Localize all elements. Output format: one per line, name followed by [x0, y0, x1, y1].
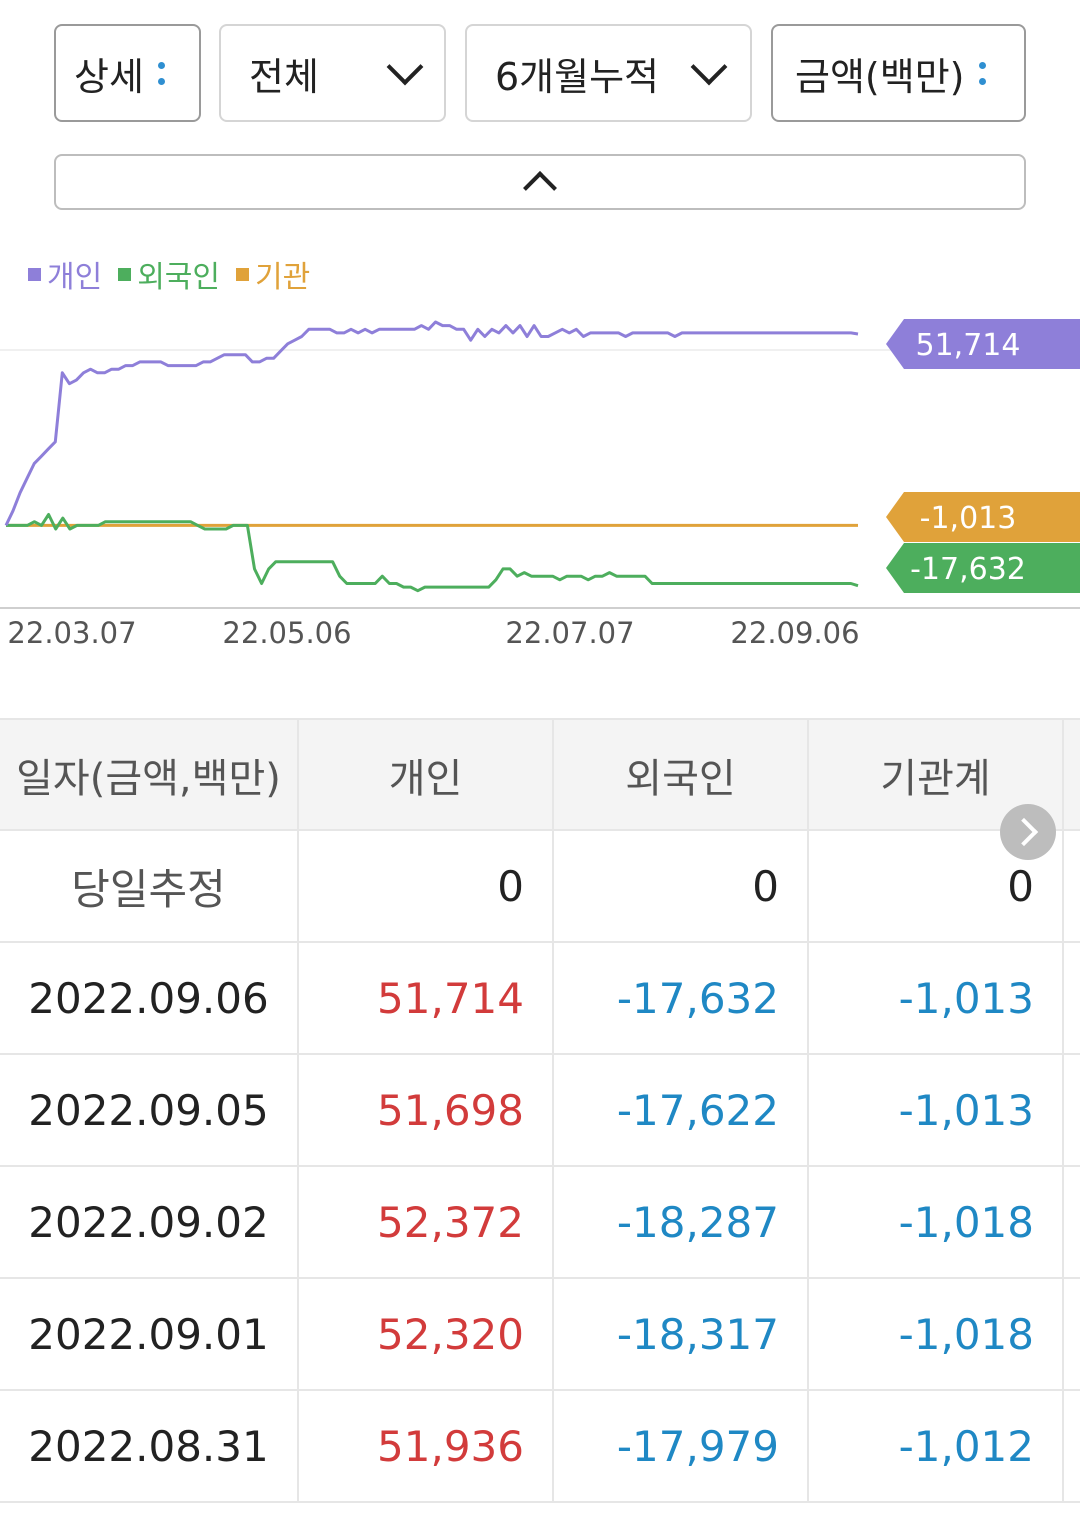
- scope-label: 전체: [249, 54, 319, 99]
- collapse-chart-button[interactable]: [54, 154, 1026, 210]
- scope-dropdown[interactable]: 전체: [219, 24, 446, 122]
- cell-individual: 51,936: [299, 1391, 554, 1501]
- legend-item-individual: 개인: [28, 252, 102, 296]
- cell-institution: -1,018: [809, 1167, 1064, 1277]
- cell-date: 당일추정: [0, 831, 299, 941]
- table-row: 2022.09.02 52,372 -18,287 -1,018: [0, 1167, 1080, 1279]
- cell-foreign: -18,317: [554, 1279, 809, 1389]
- period-label: 6개월누적: [495, 54, 660, 99]
- cell-foreign: 0: [554, 831, 809, 941]
- chevron-down-icon: [386, 48, 424, 86]
- table-row: 2022.09.06 51,714 -17,632 -1,013: [0, 943, 1080, 1055]
- legend-item-institution: 기관: [236, 252, 310, 296]
- legend-label: 개인: [47, 260, 103, 295]
- cell-spacer: [1064, 943, 1080, 1053]
- legend-label: 기관: [255, 260, 311, 295]
- cell-spacer: [1064, 1391, 1080, 1501]
- cell-individual: 52,372: [299, 1167, 554, 1277]
- cell-individual: 51,714: [299, 943, 554, 1053]
- cell-foreign: -17,979: [554, 1391, 809, 1501]
- legend-swatch: [28, 267, 41, 281]
- value-tag-0: 51,714: [886, 319, 1080, 369]
- investor-table: 일자(금액,백만) 개인 외국인 기관계 당일추정 0 0 0 2022.09.…: [0, 718, 1080, 1503]
- series-line-0: [4, 320, 859, 527]
- legend-swatch: [236, 267, 250, 281]
- value-tag-2: -1,013: [886, 492, 1080, 542]
- cell-institution: -1,013: [809, 1055, 1064, 1165]
- cell-individual: 51,698: [299, 1055, 554, 1165]
- legend-label: 외국인: [137, 260, 221, 295]
- cell-institution: -1,013: [809, 943, 1064, 1053]
- cell-foreign: -17,622: [554, 1055, 809, 1165]
- unit-menu-button[interactable]: 금액(백만): [771, 24, 1026, 122]
- cell-date: 2022.09.01: [0, 1279, 299, 1389]
- kebab-icon: [157, 61, 165, 85]
- header-spacer: [1064, 720, 1080, 829]
- header-institution: 기관계: [809, 720, 1064, 829]
- cell-individual: 0: [299, 831, 554, 941]
- table-row-today: 당일추정 0 0 0: [0, 831, 1080, 943]
- header-foreign: 외국인: [554, 720, 809, 829]
- kebab-icon: [978, 61, 986, 85]
- cell-foreign: -17,632: [554, 943, 809, 1053]
- period-dropdown[interactable]: 6개월누적: [465, 24, 752, 122]
- line-chart: 51,714-1,013-17,632 22.03.07 22.05.06 22.0…: [0, 319, 1080, 650]
- x-tick-label: 22.05.06: [222, 616, 351, 650]
- scroll-right-button[interactable]: [1000, 804, 1056, 860]
- filter-bar: 상세 전체 6개월누적 금액(백만): [54, 24, 1026, 126]
- series-line-1: [6, 513, 859, 593]
- value-tag-bg: [886, 492, 1080, 542]
- legend-item-foreign: 외국인: [118, 252, 220, 296]
- cell-foreign: -18,287: [554, 1167, 809, 1277]
- cell-spacer: [1064, 1055, 1080, 1165]
- cell-institution: 0: [809, 831, 1064, 941]
- table-row: 2022.08.31 51,936 -17,979 -1,012: [0, 1391, 1080, 1503]
- detail-label: 상세: [74, 54, 144, 99]
- value-tag-label: -1,013: [920, 501, 1017, 536]
- cell-institution: -1,012: [809, 1391, 1064, 1501]
- chevron-right-icon: [1009, 817, 1039, 847]
- value-tag-label: 51,714: [916, 328, 1021, 363]
- x-tick-label: 22.09.06: [730, 616, 859, 650]
- legend-swatch: [118, 267, 132, 281]
- table-row: 2022.09.05 51,698 -17,622 -1,013: [0, 1055, 1080, 1167]
- x-tick-label: 22.07.07: [505, 616, 634, 650]
- table-row: 2022.09.01 52,320 -18,317 -1,018: [0, 1279, 1080, 1391]
- cell-institution: -1,018: [809, 1279, 1064, 1389]
- cell-date: 2022.08.31: [0, 1391, 299, 1501]
- value-tag-bg: [886, 543, 1080, 593]
- chevron-up-icon: [523, 171, 557, 205]
- cell-spacer: [1064, 1167, 1080, 1277]
- x-tick-label: 22.03.07: [7, 616, 136, 650]
- x-tick-labels: 22.03.07 22.05.06 22.07.07 22.09.06: [7, 616, 859, 650]
- cell-date: 2022.09.02: [0, 1167, 299, 1277]
- series-layer: [4, 320, 859, 593]
- cell-date: 2022.09.06: [0, 943, 299, 1053]
- value-tag-1: -17,632: [886, 543, 1080, 593]
- header-individual: 개인: [299, 720, 554, 829]
- cell-individual: 52,320: [299, 1279, 554, 1389]
- cell-spacer: [1064, 1279, 1080, 1389]
- cell-date: 2022.09.05: [0, 1055, 299, 1165]
- value-tag-label: -17,632: [910, 552, 1026, 587]
- chevron-down-icon: [690, 48, 728, 86]
- value-tags: 51,714 -1,013 -17,632: [886, 319, 1080, 593]
- chart-legend: 개인 외국인 기관: [28, 252, 310, 296]
- cell-spacer: [1064, 831, 1080, 941]
- detail-menu-button[interactable]: 상세: [54, 24, 201, 122]
- unit-label: 금액(백만): [795, 54, 965, 99]
- table-header: 일자(금액,백만) 개인 외국인 기관계: [0, 718, 1080, 831]
- header-date: 일자(금액,백만): [0, 720, 299, 829]
- value-tag-bg: [886, 319, 1080, 369]
